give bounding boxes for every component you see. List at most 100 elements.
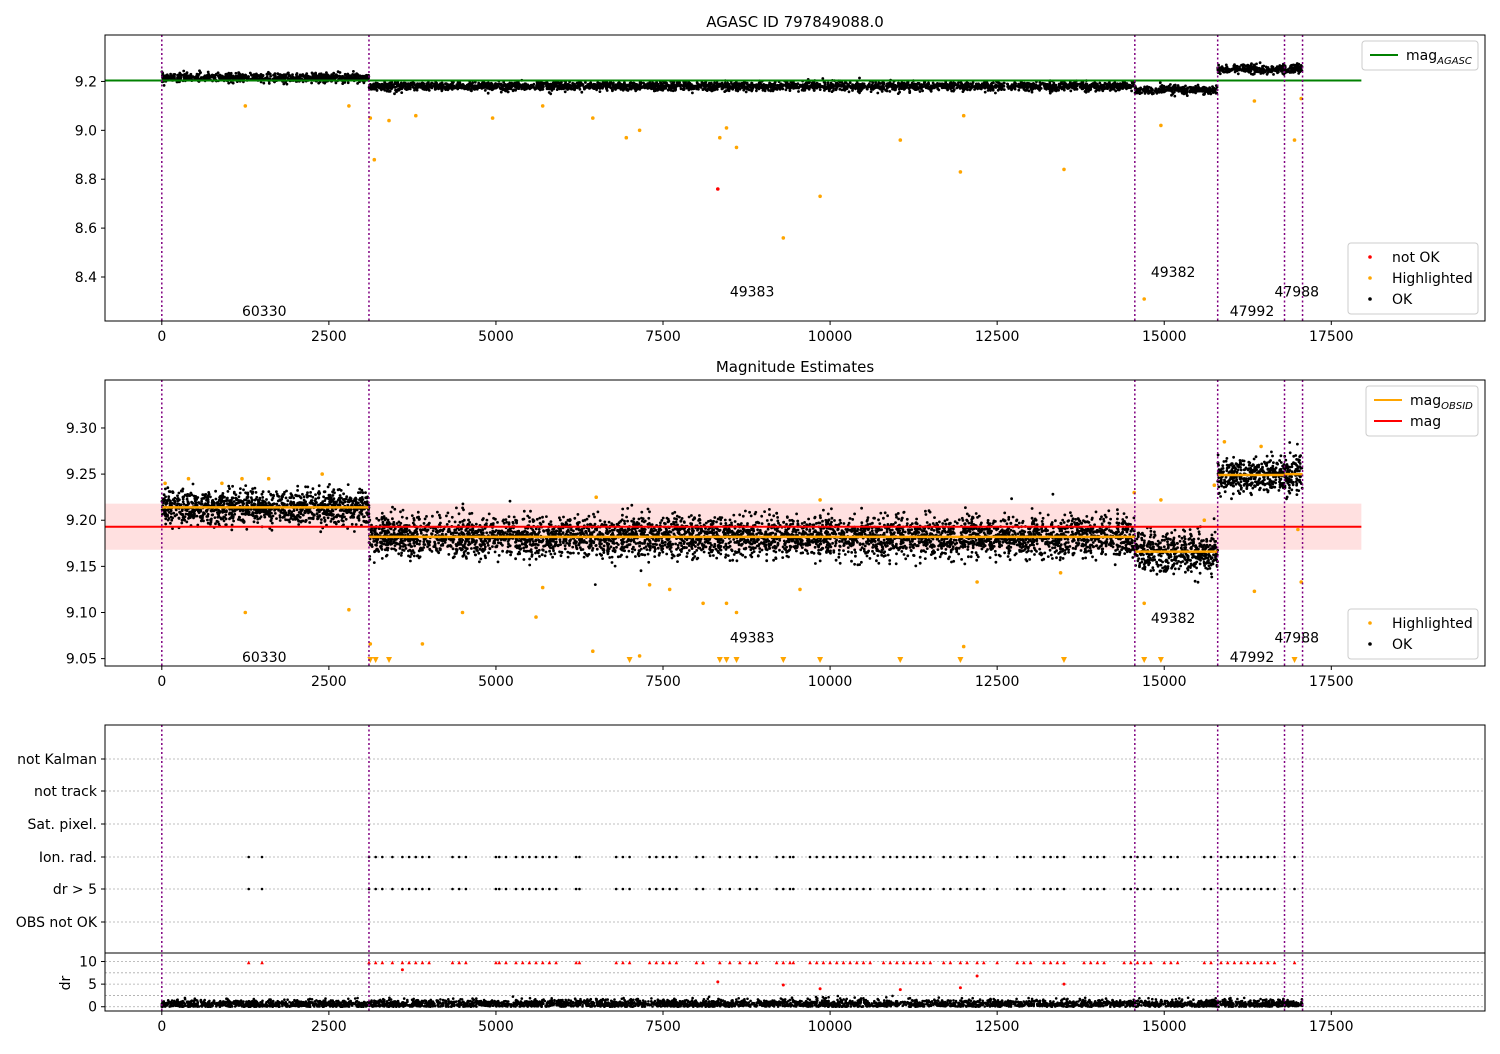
ok-point [1098, 82, 1101, 85]
ok-point [937, 89, 940, 92]
ok-point [1265, 66, 1268, 69]
ok-point [550, 84, 553, 87]
highlighted-point [347, 104, 351, 108]
highlighted-point [638, 129, 642, 133]
ok-point [759, 82, 762, 85]
ok-point [536, 81, 539, 84]
ok-point [751, 82, 754, 85]
ok-point [988, 85, 991, 88]
ok-point [857, 90, 860, 93]
ok-point [824, 88, 827, 91]
ok-point [1292, 64, 1295, 67]
ok-point [803, 87, 806, 90]
ok-point [544, 82, 547, 85]
ok-point [781, 88, 784, 91]
ok-point [1120, 83, 1123, 86]
ok-point [487, 92, 490, 95]
ok-point [616, 85, 619, 88]
y-tick-label: 8.6 [75, 221, 97, 237]
ok-point [1149, 89, 1152, 92]
x-tick-label: 12500 [975, 329, 1020, 345]
ok-point [230, 529, 233, 532]
ok-point [962, 86, 965, 89]
ok-point [516, 87, 519, 90]
ok-point [312, 76, 315, 79]
ok-point [824, 83, 827, 86]
ok-point [1170, 87, 1173, 90]
ok-point [888, 90, 891, 93]
ok-point [314, 73, 317, 76]
highlighted-point [818, 195, 822, 199]
ok-point [1009, 86, 1012, 89]
ok-point [797, 90, 800, 93]
ok-point [843, 87, 846, 90]
ok-point [650, 87, 653, 90]
ok-point [193, 509, 196, 512]
highlighted-point [959, 170, 963, 174]
ok-point [698, 84, 701, 87]
ok-point [201, 502, 204, 505]
obsid-label: 49383 [730, 285, 775, 301]
ok-point [250, 73, 253, 76]
ok-point [606, 89, 609, 92]
x-tick-label: 2500 [311, 329, 347, 345]
ok-point [322, 76, 325, 79]
ok-point [768, 84, 771, 87]
ok-point [882, 82, 885, 85]
ok-point [819, 86, 822, 89]
ok-point [1084, 86, 1087, 89]
ok-point [624, 85, 627, 88]
ok-point [1237, 72, 1240, 75]
ok-point [1252, 73, 1255, 76]
ok-point [547, 87, 550, 90]
ok-point [697, 88, 700, 91]
ok-point [647, 84, 650, 87]
ok-point [207, 522, 210, 525]
ok-point [397, 88, 400, 91]
y-tick-label: 9.2 [75, 74, 97, 90]
ok-point [1212, 89, 1215, 92]
ok-point [597, 83, 600, 86]
ok-point [297, 523, 300, 526]
ok-point [1163, 85, 1166, 88]
ok-point [1055, 84, 1058, 87]
ok-point [1172, 92, 1175, 95]
ok-point [354, 75, 357, 78]
ok-point [579, 88, 582, 91]
ok-point [859, 89, 862, 92]
ok-point [1095, 86, 1098, 89]
panel-1-title: AGASC ID 797849088.0 [706, 13, 884, 31]
ok-point [890, 85, 893, 88]
ok-point [517, 83, 520, 86]
ok-point [317, 75, 320, 78]
ok-point [169, 522, 172, 525]
ok-point [838, 88, 841, 91]
ok-point [849, 81, 852, 84]
ok-point [611, 83, 614, 86]
ok-point [1108, 81, 1111, 84]
ok-point [920, 84, 923, 87]
ok-point [335, 75, 338, 78]
ok-point [917, 88, 920, 91]
ok-point [513, 83, 516, 86]
ok-point [847, 84, 850, 87]
ok-point [1169, 83, 1172, 86]
ok-point [773, 86, 776, 89]
ok-point [1045, 83, 1048, 86]
ok-point [1254, 70, 1257, 73]
ok-point [553, 85, 556, 88]
ok-point [227, 490, 230, 493]
ok-point [878, 82, 881, 85]
ok-point [564, 83, 567, 86]
ok-point [1049, 92, 1052, 95]
ok-point [279, 516, 282, 519]
ok-point [742, 89, 745, 92]
ok-point [1160, 90, 1163, 93]
ok-point [296, 76, 299, 79]
ok-point [167, 495, 170, 498]
ok-point [1276, 65, 1279, 68]
ok-point [570, 88, 573, 91]
ok-point [1103, 86, 1106, 89]
panel-2-title: Magnitude Estimates [716, 358, 874, 376]
ok-point [1217, 64, 1220, 67]
